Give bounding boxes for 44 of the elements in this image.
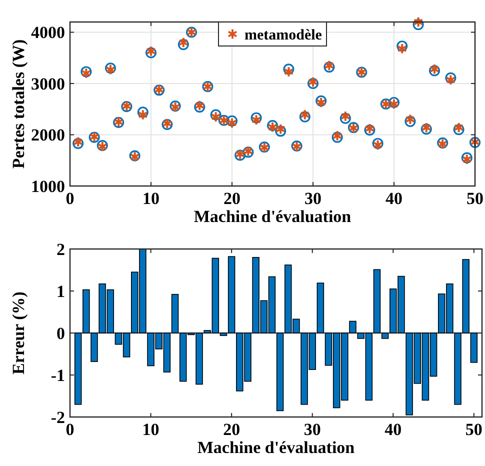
point bbox=[251, 114, 262, 126]
y-tick-label: 0 bbox=[56, 324, 65, 343]
y-tick-label: 3000 bbox=[31, 74, 65, 94]
x-tick-label: 30 bbox=[304, 420, 321, 439]
x-tick-label: 50 bbox=[466, 189, 484, 208]
point bbox=[446, 74, 456, 86]
point bbox=[397, 43, 408, 54]
point bbox=[413, 16, 424, 28]
point bbox=[445, 72, 456, 84]
x-axis-title: Machine d'évaluation bbox=[197, 438, 356, 457]
x-tick-label: 20 bbox=[224, 189, 240, 208]
point bbox=[137, 106, 148, 118]
y-tick-label: 1 bbox=[56, 282, 65, 301]
point bbox=[275, 126, 286, 137]
x-axis-title: Machine d'évaluation bbox=[194, 207, 352, 226]
point bbox=[412, 19, 424, 30]
point bbox=[283, 64, 294, 75]
y-tick-label: 2 bbox=[56, 240, 65, 259]
y-tick-label: 1000 bbox=[31, 176, 65, 196]
y-tick-label: 4000 bbox=[31, 23, 65, 42]
point bbox=[178, 36, 188, 48]
point bbox=[453, 124, 464, 136]
point bbox=[276, 123, 286, 135]
x-tick-label: 40 bbox=[386, 189, 402, 208]
point bbox=[178, 39, 189, 50]
y-axis-title: Pertes totales (W) bbox=[9, 39, 28, 169]
x-tick-label: 10 bbox=[142, 420, 160, 439]
x-tick-label: 30 bbox=[304, 189, 322, 208]
x-tick-label: 10 bbox=[142, 189, 160, 208]
point bbox=[454, 122, 464, 134]
point bbox=[284, 66, 294, 78]
x-tick-label: 50 bbox=[465, 420, 482, 439]
point bbox=[226, 117, 238, 129]
y-tick-label: -2 bbox=[50, 408, 65, 427]
point bbox=[226, 115, 238, 126]
y-axis-title: Erreur (%) bbox=[9, 292, 28, 374]
x-tick-label: 20 bbox=[223, 420, 240, 439]
point bbox=[138, 109, 148, 120]
y-tick-label: -1 bbox=[50, 366, 65, 385]
legend-label: metamodèle bbox=[244, 27, 322, 44]
y-tick-label: 2000 bbox=[31, 126, 65, 145]
x-tick-label: 40 bbox=[384, 420, 402, 439]
point bbox=[250, 112, 262, 124]
point bbox=[396, 40, 408, 52]
